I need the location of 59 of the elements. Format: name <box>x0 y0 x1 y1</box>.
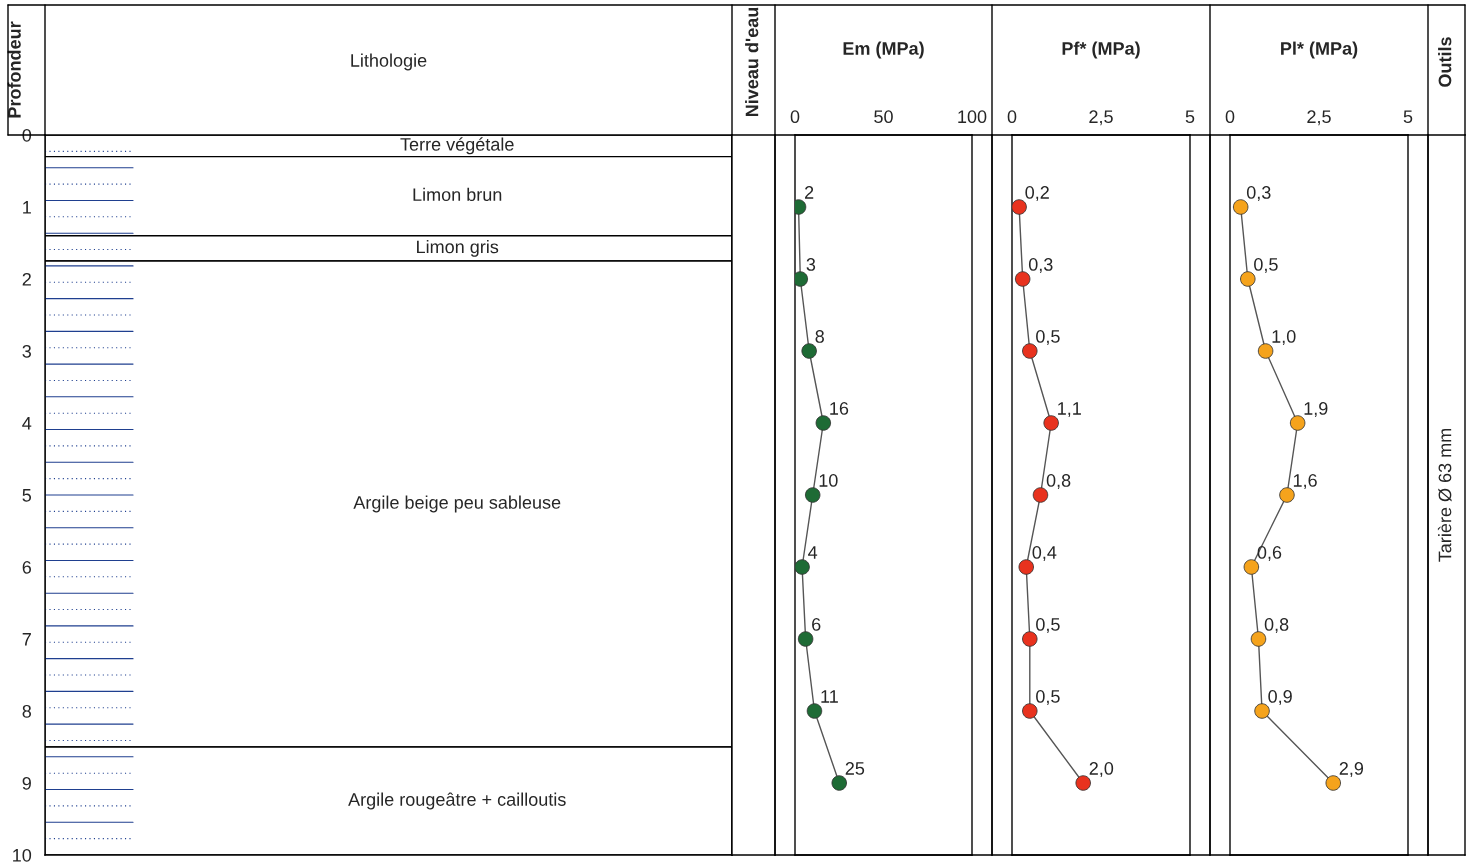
text: Niveau d'eau <box>745 7 759 117</box>
text: Tarière Ø 63 mm <box>1437 428 1452 562</box>
annotation: 1,1 <box>1058 402 1081 417</box>
x-tick-label: 0 <box>790 110 800 124</box>
annotation: 0,5 <box>1254 258 1278 273</box>
annotation: 0,5 <box>1036 618 1060 633</box>
annotation: 25 <box>845 762 865 775</box>
y-tick-label: 7 <box>22 633 31 646</box>
y-tick-label: 3 <box>22 344 32 358</box>
annotation: 0,3 <box>1028 258 1053 273</box>
annotation: 0,4 <box>1032 546 1057 561</box>
x-tick-label: 5 <box>1185 110 1195 124</box>
y-tick-label: 5 <box>22 489 32 502</box>
annotation: 0,3 <box>1246 186 1271 201</box>
series-label: Argile beige peu sableuse <box>353 495 561 513</box>
y-tick-label: 6 <box>22 560 32 574</box>
annotation: 10 <box>819 474 838 487</box>
annotation: 4 <box>808 546 818 559</box>
annotation: 0,6 <box>1257 546 1282 561</box>
x-tick-label: 0 <box>1225 110 1235 124</box>
y-tick-label: 4 <box>22 417 32 430</box>
annotation: 8 <box>815 330 824 343</box>
annotation: 2,0 <box>1089 762 1114 777</box>
annotation: 2 <box>805 186 814 199</box>
chart-title: Pl* (MPa) <box>1281 41 1358 59</box>
annotation: 2,9 <box>1339 762 1364 777</box>
chart-title: Em (MPa) <box>843 41 924 59</box>
y-tick-label: 9 <box>22 776 31 790</box>
y-tick-label: 10 <box>13 848 32 862</box>
chart-title: Lithologie <box>351 53 427 71</box>
y-axis-title: Profondeur <box>7 21 21 118</box>
y-tick-label: 1 <box>23 201 31 214</box>
y-tick-label: 2 <box>22 272 31 286</box>
annotation: 0,8 <box>1046 474 1071 489</box>
chart-title: Pf* (MPa) <box>1062 41 1140 59</box>
annotation: 0,8 <box>1264 618 1289 633</box>
x-tick-label: 2,5 <box>1089 110 1113 126</box>
annotation: 0,5 <box>1036 330 1060 345</box>
annotation: 6 <box>812 618 821 631</box>
series-label: Terre végétale <box>400 137 514 155</box>
x-tick-label: 2,5 <box>1307 110 1331 126</box>
annotation: 3 <box>806 258 816 271</box>
annotation: 11 <box>821 690 838 703</box>
annotation: 0,5 <box>1036 690 1060 705</box>
series-label: Limon gris <box>417 239 499 257</box>
x-tick-label: 5 <box>1403 110 1413 124</box>
annotation: 1,6 <box>1293 474 1317 489</box>
text: Outils <box>1438 37 1452 87</box>
annotation: 1,9 <box>1304 402 1328 417</box>
annotation: 16 <box>830 402 849 415</box>
x-tick-label: 100 <box>958 110 987 124</box>
annotation: 0,9 <box>1268 690 1292 705</box>
y-tick-label: 8 <box>22 704 32 718</box>
x-tick-label: 50 <box>874 110 893 124</box>
series-label: Limon brun <box>413 187 502 202</box>
series-label: Argile rougeâtre + cailloutis <box>348 792 566 810</box>
annotation: 1,0 <box>1272 330 1296 345</box>
x-tick-label: 0 <box>1007 110 1017 124</box>
annotation: 0,2 <box>1025 186 1049 201</box>
